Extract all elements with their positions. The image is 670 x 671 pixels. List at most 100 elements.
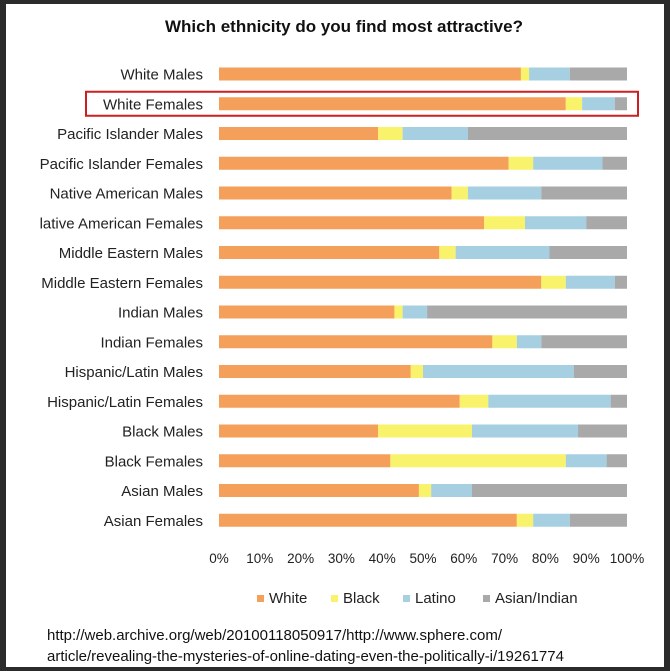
bar-black-males-black (378, 424, 472, 438)
category-label-lative-american-females: lative American Females (40, 215, 203, 232)
category-label-hispanic-latin-females: Hispanic/Latin Females (47, 394, 203, 411)
category-label-black-males: Black Males (122, 424, 203, 441)
bar-lative-american-females-white (219, 216, 485, 230)
bar-black-females-black (390, 454, 566, 468)
bar-middle-eastern-females-latino (565, 275, 615, 289)
x-tick-label: 60% (450, 551, 477, 566)
x-tick-label: 0% (209, 551, 229, 566)
category-label-pacific-islander-females: Pacific Islander Females (40, 156, 203, 173)
bar-middle-eastern-females-asian-indian (614, 275, 627, 289)
legend-swatch-asian-indian (483, 595, 490, 602)
bar-hispanic-latin-females-latino (488, 394, 611, 408)
bar-indian-males-white (219, 305, 395, 319)
bar-hispanic-latin-females-white (219, 394, 460, 408)
bar-hispanic-latin-females-asian-indian (610, 394, 627, 408)
category-label-native-american-males: Native American Males (50, 186, 203, 203)
bar-native-american-males-asian-indian (541, 186, 627, 200)
bar-pacific-islander-males-asian-indian (467, 127, 627, 140)
bar-middle-eastern-females-black (541, 275, 566, 289)
category-label-asian-females: Asian Females (104, 513, 203, 530)
category-label-middle-eastern-females: Middle Eastern Females (41, 275, 203, 292)
bar-pacific-islander-females-white (219, 156, 509, 170)
chart-title: Which ethnicity do you find most attract… (165, 17, 523, 36)
bar-white-males-black (520, 67, 530, 81)
bar-middle-eastern-males-black (439, 246, 456, 259)
bar-asian-males-asian-indian (471, 484, 627, 497)
bar-pacific-islander-females-black (508, 156, 534, 170)
bar-white-males-latino (529, 67, 570, 81)
x-tick-label: 40% (369, 551, 396, 566)
legend-label-asian-indian: Asian/Indian (495, 590, 578, 607)
x-tick-label: 10% (246, 551, 273, 566)
bar-indian-females-asian-indian (541, 335, 627, 349)
legend-label-black: Black (343, 590, 380, 607)
source-url-line-1: http://web.archive.org/web/2010011805091… (47, 627, 503, 644)
x-tick-label: 20% (287, 551, 314, 566)
source-url: http://web.archive.org/web/2010011805091… (47, 625, 667, 667)
bar-indian-females-black (492, 335, 517, 349)
bar-indian-females-latino (516, 335, 542, 349)
bars-layer (85, 67, 639, 527)
category-label-white-females: White Females (103, 96, 203, 113)
stacked-bar-chart: Which ethnicity do you find most attract… (40, 17, 645, 607)
bar-indian-females-white (219, 335, 493, 349)
category-labels: White Males White Females Pacific Islander… (40, 67, 203, 530)
category-label-black-females: Black Females (105, 453, 203, 470)
bar-middle-eastern-males-white (219, 246, 440, 259)
bar-black-males-asian-indian (578, 424, 627, 438)
bar-native-american-males-black (451, 186, 468, 200)
x-tick-label: 90% (573, 551, 600, 566)
legend-label-white: White (269, 590, 307, 607)
bar-native-american-males-latino (467, 186, 542, 200)
bar-white-females-asian-indian (614, 97, 627, 111)
bar-asian-males-black (418, 484, 432, 497)
x-axis-ticks: 0% 10% 20% 30% 40% 50% 60% 70% 80% 90% 100% (209, 551, 644, 566)
bar-black-males-latino (471, 424, 579, 438)
bar-indian-males-black (394, 305, 403, 319)
bar-asian-females-latino (533, 513, 570, 527)
bar-pacific-islander-females-asian-indian (602, 156, 627, 170)
x-tick-label: 100% (610, 551, 645, 566)
bar-middle-eastern-males-asian-indian (549, 246, 627, 259)
bar-pacific-islander-males-black (378, 127, 403, 140)
category-label-pacific-islander-males: Pacific Islander Males (57, 126, 203, 143)
highlight-box (85, 90, 639, 117)
bar-middle-eastern-females-white (219, 275, 542, 289)
category-label-indian-females: Indian Females (100, 334, 203, 351)
bar-white-males-white (219, 67, 521, 81)
bar-native-american-males-white (219, 186, 452, 200)
legend-label-latino: Latino (415, 590, 456, 607)
bar-indian-males-asian-indian (427, 305, 627, 319)
bar-hispanic-latin-males-white (219, 365, 411, 378)
category-label-middle-eastern-males: Middle Eastern Males (59, 245, 203, 262)
bar-asian-females-black (516, 513, 534, 527)
bar-asian-males-latino (431, 484, 472, 497)
bar-asian-females-asian-indian (569, 513, 627, 527)
bar-white-females-black (565, 97, 583, 111)
chart-frame: Which ethnicity do you find most attract… (6, 4, 664, 667)
x-tick-label: 70% (491, 551, 518, 566)
x-tick-label: 80% (532, 551, 559, 566)
bar-asian-males-white (219, 484, 419, 497)
source-url-line-2: article/revealing-the-mysteries-of-onlin… (47, 648, 564, 665)
legend-swatch-black (331, 595, 338, 602)
legend-swatch-white (257, 595, 264, 602)
bar-pacific-islander-males-white (219, 127, 379, 140)
bar-hispanic-latin-males-asian-indian (573, 365, 627, 378)
bar-indian-males-latino (402, 305, 428, 319)
x-tick-label: 50% (409, 551, 436, 566)
bar-black-females-latino (565, 454, 607, 468)
bar-white-females-latino (582, 97, 615, 111)
bar-lative-american-females-black (484, 216, 525, 230)
bar-black-females-white (219, 454, 391, 468)
category-label-hispanic-latin-males: Hispanic/Latin Males (65, 364, 203, 381)
category-label-white-males: White Males (120, 67, 203, 84)
bar-hispanic-latin-males-latino (423, 365, 574, 378)
bar-white-males-asian-indian (569, 67, 627, 81)
bar-pacific-islander-males-latino (402, 127, 468, 140)
category-label-indian-males: Indian Males (118, 305, 203, 322)
bar-hispanic-latin-females-black (459, 394, 489, 408)
bar-middle-eastern-males-latino (455, 246, 550, 259)
legend-swatch-latino (403, 595, 410, 602)
bar-lative-american-females-asian-indian (586, 216, 627, 230)
